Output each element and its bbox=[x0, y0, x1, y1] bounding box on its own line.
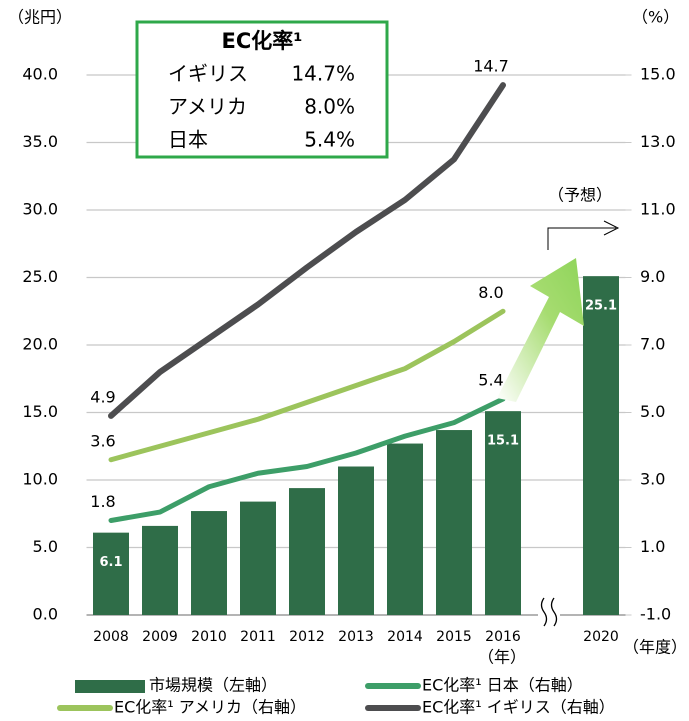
bar bbox=[289, 488, 325, 615]
info-box-country: 日本 bbox=[168, 128, 208, 152]
x-tick-label: 2016 bbox=[485, 629, 521, 645]
y2-tick-label: 7.0 bbox=[640, 335, 665, 354]
info-box-country: アメリカ bbox=[168, 95, 247, 119]
bar bbox=[93, 532, 129, 615]
x-tick-label: 2009 bbox=[142, 629, 178, 645]
line-value-label: 14.7 bbox=[473, 57, 509, 76]
info-box-rate: 5.4% bbox=[304, 128, 355, 152]
bar-value-label: 6.1 bbox=[99, 555, 122, 570]
y2-tick-label: 1.0 bbox=[640, 537, 665, 556]
bar bbox=[338, 466, 374, 615]
info-box-rate: 14.7% bbox=[291, 62, 355, 86]
info-box-rate: 8.0% bbox=[304, 95, 355, 119]
legend-label: EC化率¹ アメリカ（右軸） bbox=[114, 698, 306, 717]
bar bbox=[387, 443, 423, 615]
info-box-title: EC化率¹ bbox=[222, 29, 303, 53]
bar bbox=[142, 525, 178, 615]
bar bbox=[240, 501, 276, 615]
plot: 0.0 5.0 10.0 15.0 20.0 25.0 30.0 35.0 40.0 -1.0 1.… bbox=[22, 57, 675, 645]
y-tick-label: 25.0 bbox=[22, 267, 58, 286]
bar bbox=[485, 411, 521, 615]
axis-break bbox=[540, 597, 558, 627]
y2-tick-label: 3.0 bbox=[640, 470, 665, 489]
info-box bbox=[135, 20, 389, 159]
y2-tick-label: 15.0 bbox=[640, 65, 676, 84]
forecast-pointer bbox=[547, 227, 616, 250]
x-tick-label: 2020 bbox=[583, 629, 619, 645]
forecast-arrow bbox=[497, 258, 584, 402]
line bbox=[108, 396, 506, 523]
bar bbox=[436, 430, 472, 615]
y-tick-label: 40.0 bbox=[22, 65, 58, 84]
fiscal-year-unit: （年度） bbox=[623, 638, 687, 657]
forecast-arrowhead bbox=[603, 220, 620, 236]
legend-label: EC化率¹ 日本（右軸） bbox=[422, 676, 583, 695]
y2-tick-label: 5.0 bbox=[640, 402, 665, 421]
x-tick-label: 2015 bbox=[436, 629, 472, 645]
x-tick-label: 2011 bbox=[240, 629, 276, 645]
line-value-label: 5.4 bbox=[478, 371, 503, 390]
info-box-country: イギリス bbox=[168, 62, 248, 86]
x-tick-label: 2008 bbox=[93, 629, 129, 645]
line-value-label: 3.6 bbox=[90, 431, 115, 450]
legend-swatch bbox=[75, 680, 145, 693]
legend-label: 市場規模（左軸） bbox=[149, 676, 277, 695]
y2-tick-label: 13.0 bbox=[640, 132, 676, 151]
y2-axis-label: （%） bbox=[632, 8, 679, 27]
y2-tick-label: -1.0 bbox=[640, 605, 671, 624]
line bbox=[108, 82, 506, 419]
y-axis-label: （兆円） bbox=[8, 8, 72, 27]
forecast-label: （予想） bbox=[548, 186, 612, 205]
y-tick-label: 20.0 bbox=[22, 335, 58, 354]
year-unit: （年） bbox=[478, 648, 526, 667]
y-tick-label: 5.0 bbox=[33, 537, 58, 556]
x-tick-label: 2013 bbox=[338, 629, 374, 645]
y-tick-label: 30.0 bbox=[22, 200, 58, 219]
legend-label: EC化率¹ イギリス（右軸） bbox=[422, 698, 615, 717]
line bbox=[108, 308, 506, 463]
y2-tick-label: 11.0 bbox=[640, 200, 676, 219]
x-tick-label: 2014 bbox=[387, 629, 423, 645]
bar bbox=[583, 276, 619, 615]
y-tick-label: 35.0 bbox=[22, 132, 58, 151]
y-tick-label: 10.0 bbox=[22, 470, 58, 489]
bar-value-label: 25.1 bbox=[585, 299, 617, 314]
y-tick-label: 0.0 bbox=[33, 605, 58, 624]
line-value-label: 4.9 bbox=[90, 387, 115, 406]
x-tick-label: 2010 bbox=[191, 629, 227, 645]
axis-break-bg bbox=[538, 596, 560, 626]
bar-value-label: 15.1 bbox=[487, 434, 519, 449]
y-tick-label: 15.0 bbox=[22, 402, 58, 421]
line-value-label: 8.0 bbox=[478, 283, 503, 302]
bar bbox=[191, 511, 227, 615]
line-value-label: 1.8 bbox=[90, 492, 115, 511]
x-tick-label: 2012 bbox=[289, 629, 325, 645]
y2-tick-label: 9.0 bbox=[640, 267, 665, 286]
